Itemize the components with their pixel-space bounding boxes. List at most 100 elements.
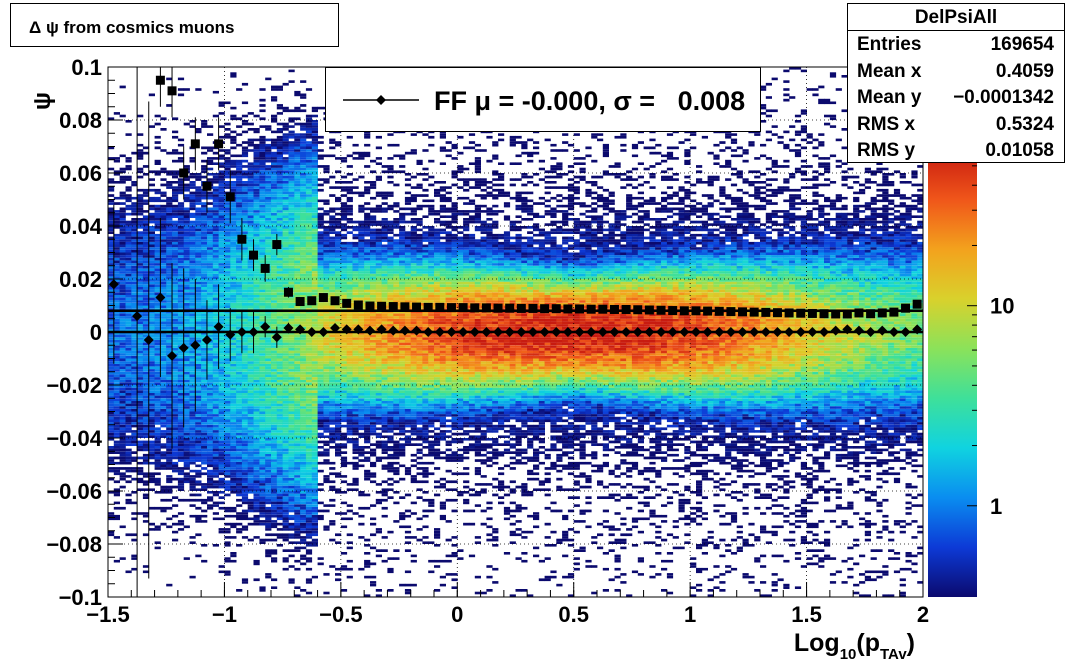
density-cell — [311, 268, 318, 272]
density-cell — [189, 427, 196, 431]
density-cell — [300, 377, 307, 380]
density-cell — [294, 467, 301, 470]
density-cell — [259, 202, 266, 205]
density-cell — [137, 358, 144, 362]
density-cell — [311, 141, 318, 144]
density-cell — [131, 491, 138, 494]
density-cell — [131, 276, 138, 279]
density-cell — [189, 268, 196, 272]
density-cell — [288, 363, 295, 367]
density-cell — [241, 101, 249, 105]
density-cell — [172, 379, 179, 383]
density-cell — [113, 491, 120, 494]
density-cell — [201, 424, 208, 428]
density-cell — [189, 271, 196, 274]
density-cell — [207, 316, 214, 319]
density-cell — [195, 300, 202, 303]
density-cell — [224, 321, 231, 325]
density-cell — [212, 467, 219, 470]
density-cell — [154, 477, 161, 481]
density-cell — [131, 408, 138, 412]
density-cell — [183, 263, 190, 266]
density-cell — [241, 480, 249, 484]
density-cell — [172, 363, 179, 367]
density-cell — [166, 337, 173, 340]
density-cell — [177, 443, 185, 446]
density-cell — [294, 279, 301, 282]
density-cell — [236, 363, 243, 367]
density-cell — [253, 247, 260, 250]
density-cell — [259, 520, 266, 523]
density-cell — [294, 249, 301, 253]
density-cell — [108, 469, 115, 473]
density-cell — [271, 361, 278, 364]
density-cell — [137, 339, 144, 343]
density-cell — [265, 385, 272, 388]
density-cell — [294, 509, 301, 513]
density-cell — [183, 316, 190, 319]
density-cell — [305, 419, 313, 423]
density-cell — [236, 424, 243, 428]
density-cell — [288, 514, 295, 518]
density-cell — [282, 374, 289, 378]
density-cell — [224, 371, 231, 375]
density-cell — [154, 374, 161, 378]
density-cell — [148, 313, 155, 317]
density-cell — [207, 268, 214, 272]
density-cell — [247, 228, 254, 232]
density-cell — [236, 292, 243, 295]
density-cell — [317, 207, 324, 211]
density-cell — [207, 276, 214, 279]
density-cell — [288, 281, 295, 285]
density-cell — [224, 427, 231, 431]
density-cell — [212, 493, 219, 497]
density-cell — [305, 581, 313, 584]
density-cell — [113, 247, 120, 250]
density-cell — [224, 212, 231, 216]
density-cell — [201, 220, 208, 224]
density-cell — [300, 435, 307, 438]
density-cell — [177, 241, 185, 245]
density-cell — [224, 483, 231, 486]
density-cell — [148, 332, 155, 335]
density-cell — [259, 154, 266, 158]
density-cell — [311, 233, 318, 237]
density-cell — [282, 141, 289, 144]
density-cell — [300, 186, 307, 189]
density-cell — [131, 339, 138, 343]
density-cell — [236, 297, 243, 301]
density-cell — [207, 371, 214, 375]
density-cell — [218, 199, 225, 203]
density-cell — [172, 321, 179, 325]
density-cell — [131, 358, 138, 362]
density-cell — [212, 411, 219, 415]
density-cell — [218, 289, 225, 293]
density-cell — [218, 355, 225, 359]
density-cell — [311, 469, 318, 473]
density-cell — [265, 149, 272, 152]
density-cell — [142, 483, 150, 486]
density-cell — [271, 276, 278, 279]
density-cell — [108, 371, 115, 375]
density-cell — [294, 461, 301, 465]
density-cell — [108, 334, 115, 338]
density-cell — [113, 334, 120, 338]
density-cell — [282, 504, 289, 507]
density-cell — [166, 207, 173, 211]
density-cell — [230, 488, 237, 491]
density-cell — [282, 255, 289, 258]
density-cell — [113, 215, 120, 218]
density-cell — [177, 284, 185, 287]
density-cell — [247, 337, 254, 340]
density-cell — [288, 302, 295, 306]
density-cell — [241, 281, 249, 285]
density-cell — [265, 456, 272, 460]
density-cell — [294, 165, 301, 168]
density-cell — [125, 271, 132, 274]
density-cell — [218, 252, 225, 256]
density-cell — [172, 514, 179, 518]
density-cell — [294, 469, 301, 473]
density-cell — [247, 210, 254, 213]
density-cell — [183, 363, 190, 367]
density-cell — [148, 408, 155, 412]
